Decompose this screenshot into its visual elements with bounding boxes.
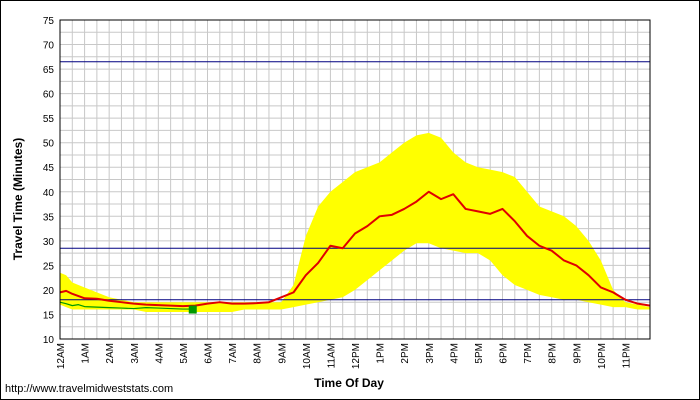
y-tick-label: 40 [43, 188, 55, 199]
x-tick-label: 4PM [449, 343, 460, 364]
current-marker [188, 305, 197, 314]
x-tick-label: 12AM [56, 343, 67, 369]
y-tick-label: 15 [43, 310, 55, 321]
x-tick-label: 1AM [81, 343, 92, 364]
today-travel-time-line [59, 301, 196, 310]
series-lines [59, 190, 651, 310]
x-tick-label: 5AM [179, 343, 190, 364]
y-tick-label: 35 [43, 212, 55, 223]
y-tick-label: 50 [43, 139, 55, 150]
threshold-lines [60, 61, 650, 301]
x-tick-label: 10PM [597, 343, 608, 369]
x-tick-labels: 12AM 1AM 2AM 3AM 4AM 5AM 6AM 7AM 8AM 9AM 10AM 11AM 1… [56, 343, 632, 369]
average-travel-time-line [59, 190, 651, 308]
y-axis-title: Travel Time (Minutes) [11, 138, 25, 260]
y-tick-label: 10 [43, 335, 55, 346]
x-tick-label: 6PM [499, 343, 510, 364]
y-tick-label: 65 [43, 65, 55, 76]
x-tick-label: 3AM [130, 343, 141, 364]
x-tick-label: 9AM [277, 343, 288, 364]
y-tick-label: 25 [43, 261, 55, 272]
y-tick-label: 60 [43, 90, 55, 101]
x-tick-label: 8PM [548, 343, 559, 364]
source-link[interactable]: http://www.travelmidweststats.com [5, 383, 174, 395]
x-tick-label: 11AM [326, 343, 337, 368]
x-tick-label: 7PM [523, 343, 534, 364]
x-tick-label: 5PM [474, 343, 485, 364]
x-tick-label: 1PM [376, 343, 387, 364]
x-tick-label: 6AM [204, 343, 215, 364]
current-time-marker [188, 305, 197, 314]
x-tick-label: 2AM [105, 343, 116, 364]
y-tick-label: 20 [43, 286, 55, 297]
x-tick-label: 9PM [572, 343, 583, 364]
x-tick-label: 11PM [621, 343, 632, 368]
y-tick-label: 55 [43, 114, 55, 125]
x-tick-label: 2PM [400, 343, 411, 364]
travel-time-range-band [60, 132, 650, 313]
y-tick-labels: 10 15 20 25 30 35 40 45 50 55 60 65 70 75 [43, 16, 55, 346]
y-tick-label: 45 [43, 163, 55, 174]
x-tick-label: 8AM [253, 343, 264, 364]
y-tick-label: 75 [43, 16, 55, 27]
x-tick-label: 12PM [351, 343, 362, 369]
x-tick-label: 4AM [154, 343, 165, 364]
y-tick-label: 30 [43, 237, 55, 248]
x-tick-label: 10AM [302, 343, 313, 369]
x-tick-label: 7AM [228, 343, 239, 364]
x-tick-label: 3PM [425, 343, 436, 364]
plot-area-border [59, 19, 651, 340]
x-axis-title: Time Of Day [314, 376, 384, 390]
y-tick-label: 70 [43, 41, 55, 52]
range-band [60, 132, 650, 313]
